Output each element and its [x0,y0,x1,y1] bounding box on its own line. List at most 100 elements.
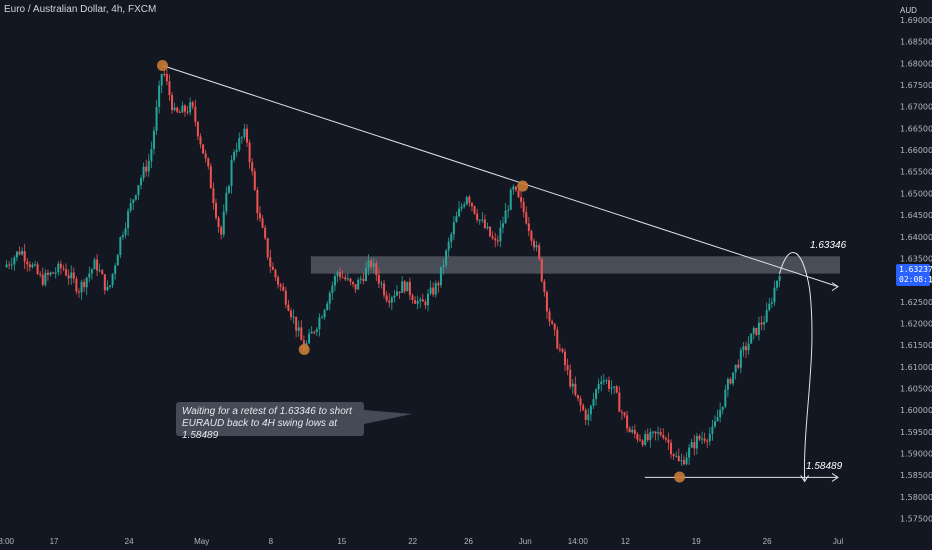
candle-body [651,431,654,433]
candle-body [230,159,233,187]
candle-body [28,264,31,268]
candle-body [344,277,347,280]
candle-body [36,264,39,274]
candle-body [90,269,93,274]
candle-body [662,434,665,438]
candle-body [196,122,199,137]
candle-body [520,197,523,202]
x-tick-label: 8 [269,537,274,546]
candle-body [765,309,768,323]
x-tick-label: 17 [50,537,59,546]
candle-body [168,81,171,96]
swing-markers[interactable] [156,60,686,483]
x-tick-label: 22 [408,537,417,546]
candle-body [455,216,458,223]
candle-body [421,299,424,302]
candle-body [626,415,629,429]
price-axis[interactable]: 1.57500 1.58000 1.58500 1.59000 1.59500 1.600… [900,16,932,524]
candle-body [553,323,556,330]
candle-body [535,245,538,248]
candle-body [364,267,367,281]
candle-body [284,290,287,305]
resistance-zone[interactable] [310,256,840,274]
y-tick-label: 1.58000 [900,493,932,502]
candle-body [209,166,212,189]
candle-body [248,142,251,163]
time-axis[interactable]: 18:00 17 24 May 8 15 22 26 Jun 14:00 12 19 26 Jul [0,537,843,546]
candle-body [600,381,603,385]
candle-body [46,272,49,275]
candle-body [770,302,773,304]
swing-point-marker [298,344,310,356]
trade-note-callout[interactable]: Waiting for a retest of 1.63346 to short… [176,402,364,441]
candle-body [207,158,210,167]
projection-path[interactable] [364,252,813,483]
candle-body [558,348,561,350]
candle-body [349,278,352,282]
candle-body [760,322,763,325]
candle-body [496,240,499,242]
candle-body [659,432,662,435]
candle-body [745,346,748,351]
x-tick-label: 14:00 [568,537,589,546]
candle-body [341,277,344,279]
candle-body [67,275,70,279]
candle-body [132,199,135,204]
candle-body [34,264,37,266]
candle-body [620,411,623,413]
candle-body [613,386,616,388]
candle-body [225,192,228,212]
candle-body [222,211,225,235]
candle-body [408,281,411,296]
candle-body [742,346,745,351]
candle-body [654,431,657,434]
candle-body [706,440,709,442]
candle-body [380,283,383,285]
candle-body [227,186,230,193]
candle-body [297,327,300,331]
candle-body [62,268,65,270]
candle-body [442,265,445,267]
candle-body [424,301,427,306]
candle-body [657,432,660,434]
candle-body [589,405,592,415]
candle-body [501,223,504,228]
x-tick-label: 26 [763,537,772,546]
candle-body [649,432,652,441]
candle-body [292,316,295,318]
candle-body [124,228,127,236]
candle-body [83,281,86,288]
candle-body [279,284,282,287]
candle-body [173,107,176,111]
candle-body [708,433,711,442]
x-tick-label: 19 [692,537,701,546]
candle-body [362,278,365,281]
candle-body [199,136,202,145]
y-tick-label: 1.66500 [900,124,932,133]
candle-body [548,311,551,322]
candle-body [289,310,292,317]
candle-body [331,285,334,293]
candle-body [277,277,280,285]
candle-body [483,219,486,229]
candle-body [339,272,342,278]
candle-body [432,287,435,295]
trendline-arrowhead [831,282,839,292]
candle-body [44,272,47,285]
candle-body [202,144,205,154]
candle-body [251,162,254,172]
candle-body [512,186,515,190]
candle-body [579,398,582,406]
candle-body [372,263,375,267]
candle-body [514,186,517,191]
candle-body [543,281,546,292]
candle-body [752,327,755,334]
candle-body [587,414,590,420]
candle-body [217,217,220,228]
candle-body [623,412,626,416]
candle-body [486,226,489,229]
y-tick-label: 1.69000 [900,16,932,25]
candle-body [556,329,559,349]
candle-body [576,395,579,399]
